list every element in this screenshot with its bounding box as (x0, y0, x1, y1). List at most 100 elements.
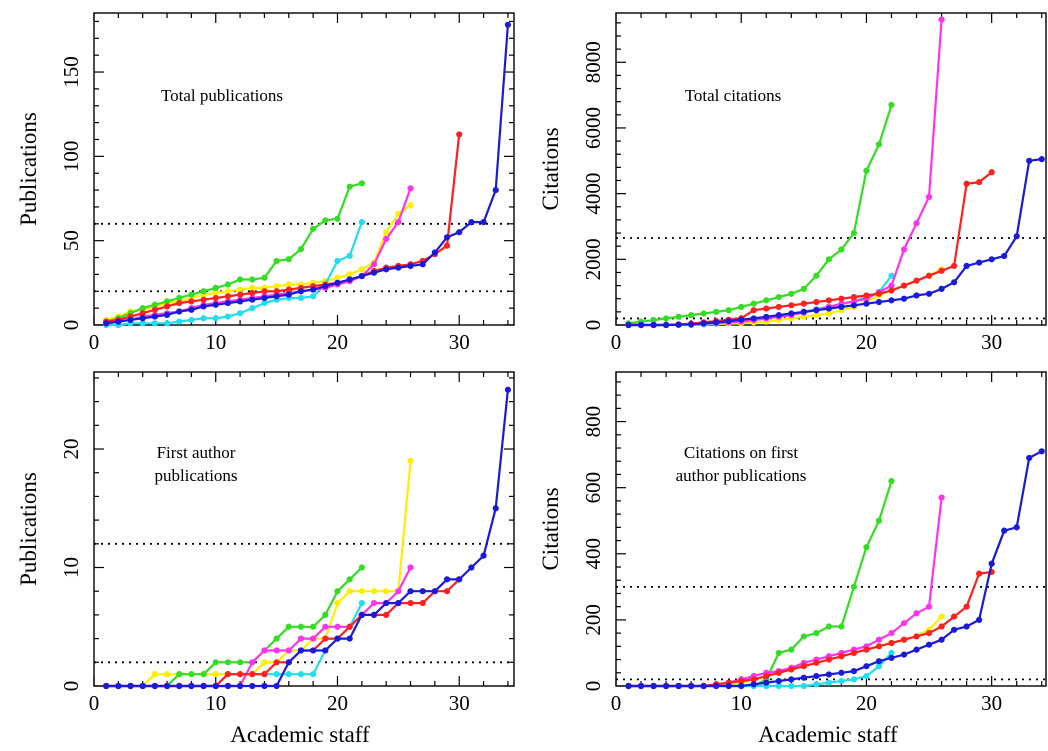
data-point (875, 517, 883, 524)
data-point (925, 630, 933, 637)
series-blue (103, 386, 512, 690)
data-point (838, 295, 845, 302)
data-point (838, 677, 845, 685)
data-point (825, 679, 832, 686)
data-point (863, 292, 870, 299)
data-point (925, 193, 933, 201)
data-point (310, 623, 317, 630)
data-point (407, 202, 414, 209)
data-point (925, 603, 933, 610)
data-point (725, 307, 732, 314)
data-point (900, 620, 908, 627)
series-line (628, 450, 1043, 688)
data-point (863, 544, 870, 551)
data-point (261, 682, 268, 690)
data-point (675, 682, 682, 690)
data-point (850, 676, 858, 683)
data-point (1013, 233, 1020, 240)
data-point (800, 285, 807, 292)
y-tick-label: 2000 (581, 238, 605, 280)
chart-panel-top-left: 0 10 20 30 0 50 100 150 Publications Total public… (16, 12, 515, 354)
data-point (850, 649, 858, 657)
data-point (188, 306, 195, 313)
data-point (383, 588, 390, 595)
data-point (103, 682, 110, 690)
data-point (963, 262, 970, 269)
series-line (628, 171, 993, 327)
data-point (224, 299, 232, 307)
data-point (813, 307, 820, 314)
data-point (825, 256, 832, 263)
series-line (628, 19, 943, 327)
data-point (492, 186, 499, 194)
panel-annotation: author publications (676, 466, 807, 485)
chart-panel-bottom-left: 0 10 20 30 0 10 20 Publications Academic staff Fi… (16, 371, 515, 747)
y-axis-title: Citations (538, 487, 563, 570)
data-point (139, 320, 146, 327)
data-point (249, 682, 256, 690)
data-point (875, 643, 883, 650)
data-point (310, 647, 317, 654)
data-point (913, 633, 920, 640)
series-red (625, 169, 995, 329)
series-yellow (103, 457, 414, 690)
data-point (163, 303, 171, 310)
data-point (358, 180, 365, 187)
data-point (310, 286, 317, 293)
data-point (346, 588, 353, 595)
data-point (456, 576, 463, 583)
data-point (407, 262, 414, 270)
data-point (813, 659, 820, 666)
data-point (750, 676, 757, 683)
x-tick-label: 20 (327, 330, 348, 354)
data-point (763, 305, 770, 312)
data-point (370, 611, 378, 619)
data-point (188, 316, 195, 324)
data-point (346, 576, 353, 583)
data-point (875, 290, 883, 297)
data-point (163, 682, 171, 690)
data-point (139, 310, 146, 317)
data-point (650, 682, 657, 690)
series-line (628, 104, 893, 325)
data-point (763, 672, 770, 680)
data-point (938, 16, 945, 23)
data-point (334, 635, 341, 642)
data-point (322, 647, 329, 654)
data-point (285, 286, 292, 293)
data-point (370, 588, 378, 595)
data-point (200, 296, 207, 303)
data-point (188, 671, 195, 678)
y-tick-label: 4000 (581, 173, 605, 215)
data-point (950, 262, 958, 269)
data-point (888, 649, 895, 657)
data-point (813, 312, 820, 319)
y-tick-label: 150 (59, 56, 83, 88)
data-point (273, 288, 280, 295)
data-point (900, 636, 908, 643)
data-point (407, 599, 414, 607)
data-point (888, 630, 895, 637)
data-point (310, 671, 317, 678)
series-magenta (625, 16, 945, 329)
data-point (813, 630, 820, 637)
data-point (176, 318, 183, 325)
data-point (738, 677, 745, 685)
data-point (950, 279, 958, 286)
x-axis-title: Academic staff (758, 722, 898, 747)
series-line (106, 389, 509, 688)
data-point (297, 623, 305, 630)
data-point (825, 656, 832, 663)
data-point (900, 651, 908, 658)
data-point (913, 646, 920, 653)
data-point (297, 288, 305, 295)
y-tick-label: 0 (59, 320, 83, 331)
data-point (151, 320, 158, 327)
data-point (310, 293, 317, 300)
y-tick-label: 800 (581, 406, 605, 438)
data-point (151, 682, 158, 690)
data-point (383, 599, 390, 607)
data-point (738, 316, 745, 323)
x-tick-label: 20 (856, 330, 877, 354)
